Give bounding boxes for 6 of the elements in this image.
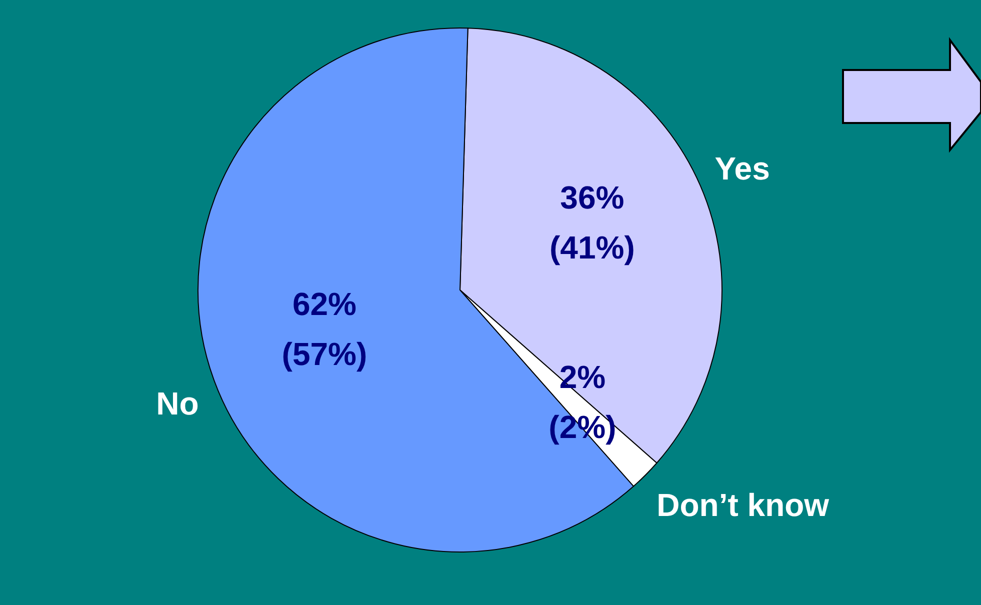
slice-label: Don’t know [656,487,830,524]
data-label: 2% (2%) [548,359,616,446]
slice-label: Yes [714,150,770,186]
data-label: 62% (57%) [282,286,368,372]
data-label: 36% (41%) [549,180,635,266]
slice-label: No [156,385,199,422]
